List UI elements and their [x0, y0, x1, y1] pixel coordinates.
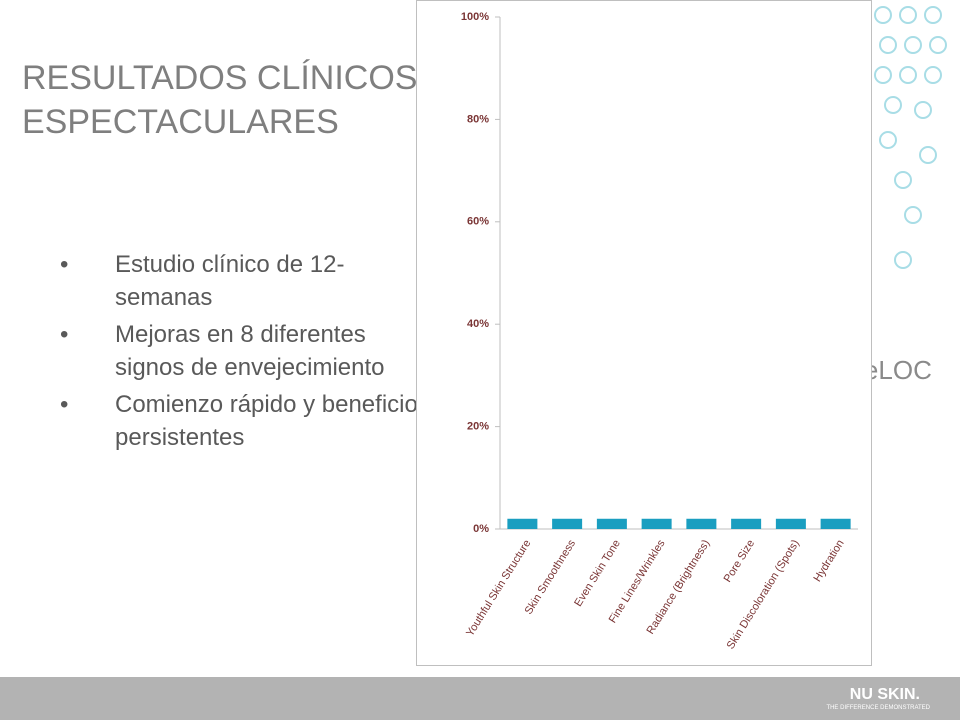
y-tick-label: 0% — [473, 523, 489, 535]
y-tick-label: 60% — [467, 216, 489, 228]
bar — [552, 518, 583, 529]
bar — [507, 518, 538, 529]
chart-frame — [416, 0, 872, 666]
y-tick-label: 80% — [467, 113, 489, 125]
tagline: THE DIFFERENCE DEMONSTRATED — [826, 705, 930, 711]
chart: 0%20%40%60%80%100%Youthful Skin Structur… — [416, 0, 872, 666]
bar — [731, 518, 762, 529]
bar — [596, 518, 627, 529]
decor — [874, 6, 947, 269]
logo: NU SKIN. — [849, 686, 920, 703]
y-tick-label: 40% — [467, 318, 489, 330]
bullet: Estudio clínico de 12-semanas — [60, 248, 435, 314]
bullet-list: Estudio clínico de 12-semanas Mejoras en… — [60, 248, 435, 458]
bar — [775, 518, 806, 529]
bullet: Mejoras en 8 diferentes signos de enveje… — [60, 318, 435, 384]
footer: NU SKIN. THE DIFFERENCE DEMONSTRATED — [0, 677, 960, 720]
bar — [686, 518, 717, 529]
slide-title: RESULTADOS CLÍNICOS ESPECTACULARES — [22, 59, 418, 141]
bar — [820, 518, 851, 529]
y-tick-label: 100% — [461, 11, 489, 23]
bar — [641, 518, 672, 529]
y-tick-label: 20% — [467, 421, 489, 433]
bullet: Comienzo rápido y beneficios persistente… — [60, 388, 435, 454]
